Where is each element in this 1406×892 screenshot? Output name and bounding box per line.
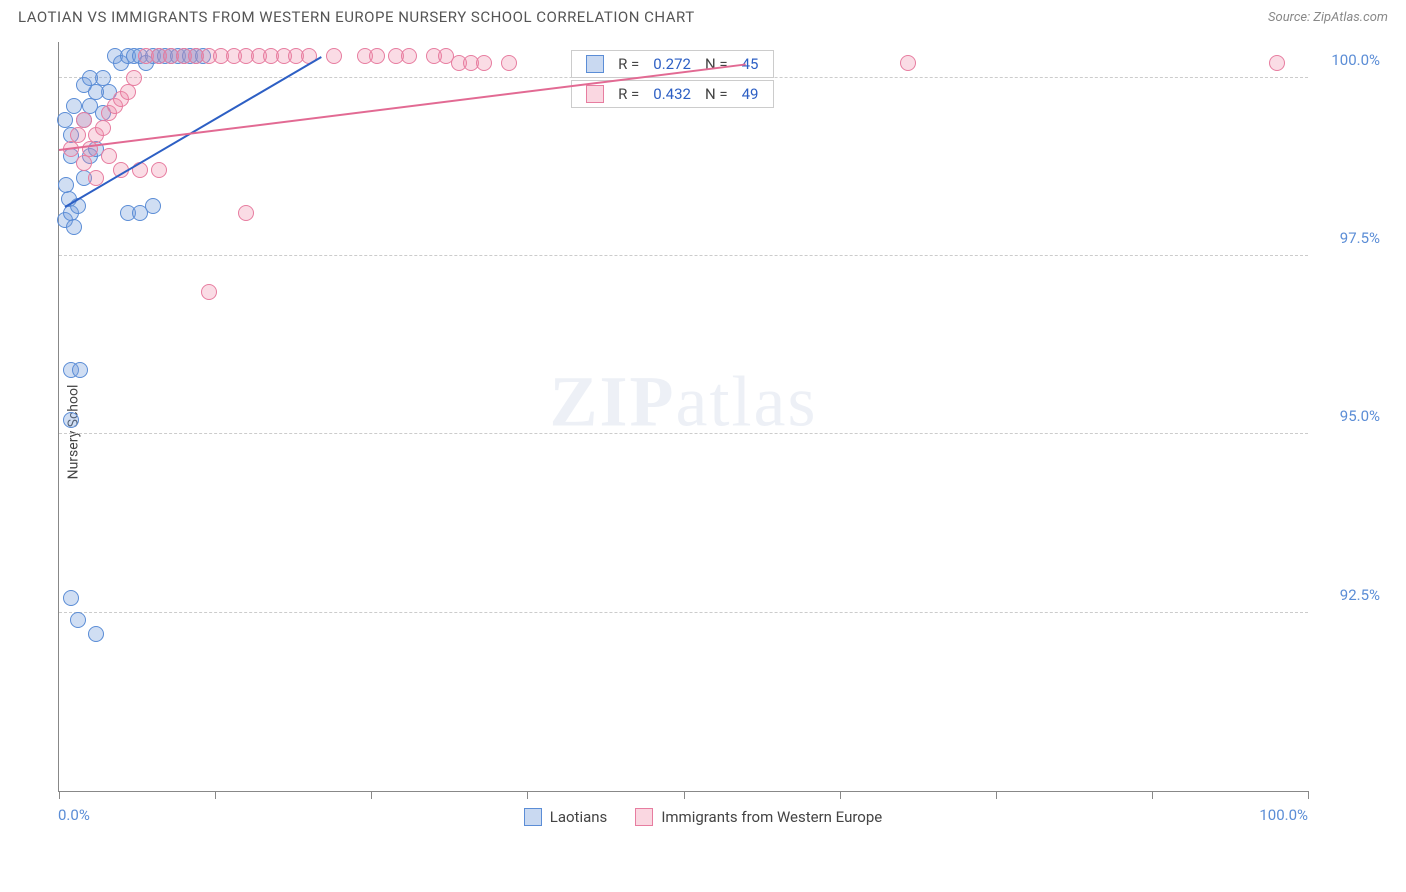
y-tick-label: 97.5% xyxy=(1340,229,1380,247)
data-point xyxy=(72,362,88,378)
data-point xyxy=(120,84,136,100)
gridline xyxy=(59,612,1308,613)
chart-title: LAOTIAN VS IMMIGRANTS FROM WESTERN EUROP… xyxy=(18,8,695,26)
x-tick xyxy=(527,791,528,799)
chart-container: Nursery School ZIPatlas 100.0%97.5%95.0%… xyxy=(18,32,1388,832)
gridline xyxy=(59,255,1308,256)
n-label: N = xyxy=(705,55,728,73)
n-label: N = xyxy=(705,85,728,103)
legend-item: Laotians xyxy=(524,808,608,826)
x-tick xyxy=(1152,791,1153,799)
data-point xyxy=(401,48,417,64)
legend-label: Immigrants from Western Europe xyxy=(661,808,882,826)
y-tick-label: 95.0% xyxy=(1340,407,1380,425)
data-point xyxy=(66,98,82,114)
data-point xyxy=(82,70,98,86)
data-point xyxy=(76,112,92,128)
data-point xyxy=(101,148,117,164)
data-point xyxy=(476,55,492,71)
plot-area: ZIPatlas 100.0%97.5%95.0%92.5%R =0.272N … xyxy=(58,42,1308,792)
data-point xyxy=(57,112,73,128)
n-value: 49 xyxy=(742,85,759,103)
data-point xyxy=(63,412,79,428)
x-tick xyxy=(371,791,372,799)
legend: Laotians Immigrants from Western Europe xyxy=(18,808,1388,826)
legend-swatch xyxy=(586,85,604,103)
y-tick-label: 92.5% xyxy=(1340,586,1380,604)
r-label: R = xyxy=(618,55,639,73)
data-point xyxy=(326,48,342,64)
data-point xyxy=(70,612,86,628)
legend-swatch xyxy=(635,808,653,826)
data-point xyxy=(151,162,167,178)
data-point xyxy=(63,590,79,606)
correlation-box: R = 0.432 N = 49 xyxy=(571,80,773,108)
x-tick xyxy=(1308,791,1309,799)
data-point xyxy=(369,48,385,64)
data-point xyxy=(201,284,217,300)
legend-swatch xyxy=(586,55,604,73)
x-tick xyxy=(840,791,841,799)
source-label: Source: ZipAtlas.com xyxy=(1268,10,1388,25)
data-point xyxy=(95,120,111,136)
x-tick xyxy=(59,791,60,799)
data-point xyxy=(88,626,104,642)
data-point xyxy=(900,55,916,71)
legend-label: Laotians xyxy=(550,808,608,826)
data-point xyxy=(66,219,82,235)
watermark: ZIPatlas xyxy=(550,360,818,443)
x-tick xyxy=(684,791,685,799)
data-point xyxy=(1269,55,1285,71)
legend-swatch xyxy=(524,808,542,826)
x-tick xyxy=(215,791,216,799)
data-point xyxy=(126,70,142,86)
r-label: R = xyxy=(618,85,639,103)
data-point xyxy=(76,155,92,171)
legend-item: Immigrants from Western Europe xyxy=(635,808,882,826)
data-point xyxy=(58,177,74,193)
data-point xyxy=(238,205,254,221)
data-point xyxy=(145,198,161,214)
data-point xyxy=(501,55,517,71)
r-value: 0.432 xyxy=(653,85,691,103)
y-tick-label: 100.0% xyxy=(1331,51,1380,69)
gridline xyxy=(59,433,1308,434)
x-tick xyxy=(996,791,997,799)
